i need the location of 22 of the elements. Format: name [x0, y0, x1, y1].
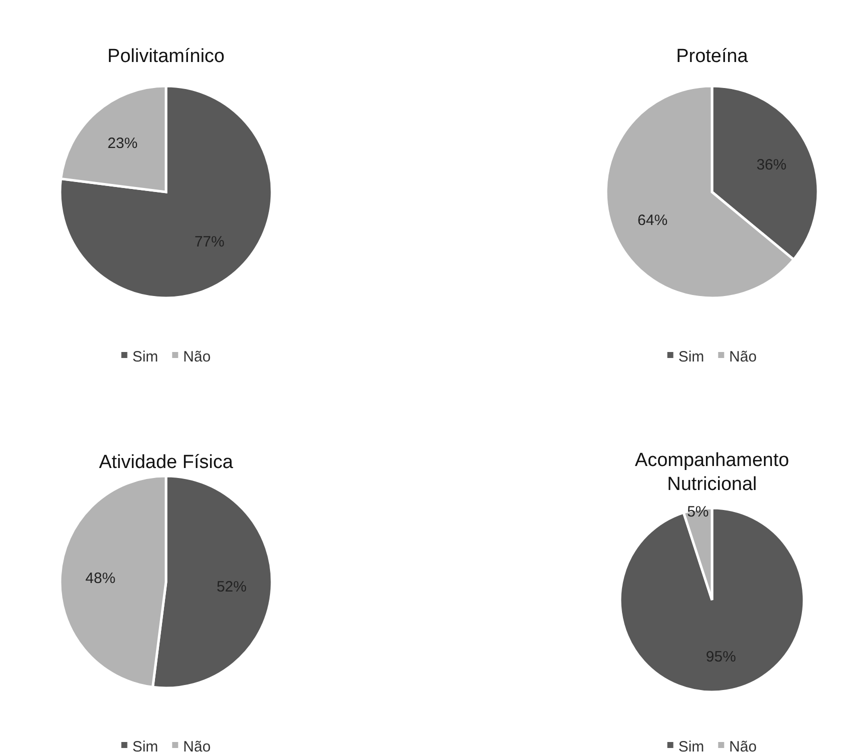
chart-title: Polivitamínico — [107, 46, 225, 67]
chart-title: Proteína — [676, 46, 748, 67]
legend-label: Não — [183, 348, 211, 366]
legend-label: Sim — [132, 348, 158, 366]
legend-label: Não — [729, 348, 757, 366]
legend-label: Sim — [132, 738, 158, 756]
data-label: 77% — [194, 234, 224, 251]
data-label: 48% — [85, 570, 116, 588]
data-label: 95% — [706, 648, 736, 666]
pie-slice — [618, 506, 806, 694]
data-label: 52% — [216, 578, 247, 596]
pie-slice — [58, 84, 274, 300]
data-label: 64% — [638, 212, 668, 230]
chart-title: Atividade Física — [98, 452, 234, 473]
chart-title: Acompanhamento Nutricional — [634, 450, 790, 495]
data-label: 36% — [756, 156, 786, 174]
legend-label: Não — [729, 738, 757, 756]
legend-label: Não — [183, 738, 211, 756]
data-label: 23% — [108, 134, 138, 152]
legend-label: Sim — [678, 738, 704, 756]
data-label: 5% — [687, 503, 709, 520]
legend-label: Sim — [678, 348, 704, 366]
